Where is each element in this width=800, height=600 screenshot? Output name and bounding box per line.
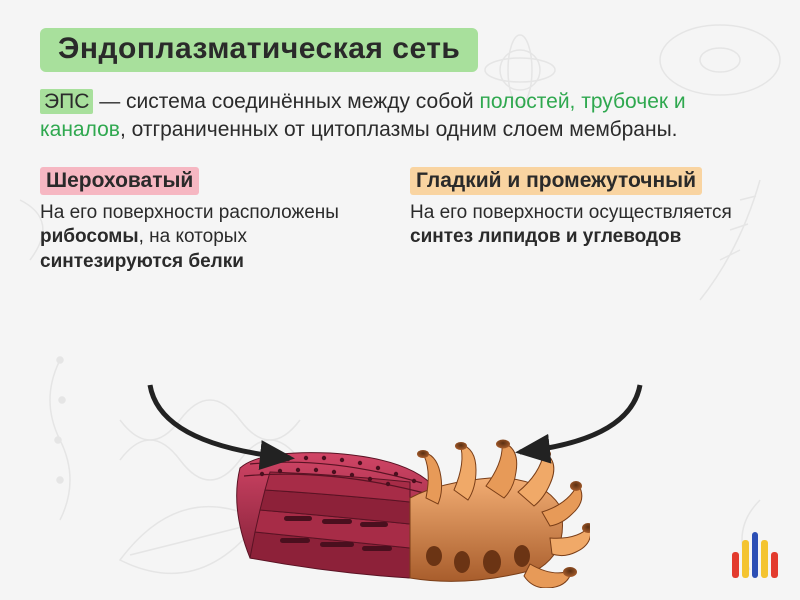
right-heading: Гладкий и промежуточный [410, 167, 702, 195]
left-paragraph: На его поверхности расположены рибосомы,… [40, 201, 390, 275]
right-column: Гладкий и промежуточный На его поверхнос… [410, 167, 760, 275]
left-column: Шероховатый На его поверхности расположе… [40, 167, 390, 275]
title-highlight: Эндоплазматическая сеть [40, 28, 478, 72]
definition-text-1: — система соединённых между собой [93, 90, 479, 113]
definition-text-2: , отграниченных от цитоплазмы одним слое… [120, 118, 678, 141]
smooth-er-icon [410, 440, 590, 589]
er-diagram [210, 428, 590, 588]
right-paragraph: На его поверхности осуществляется синтез… [410, 201, 760, 250]
rough-er-icon [237, 453, 436, 578]
page-title: Эндоплазматическая сеть [58, 32, 460, 66]
two-column-layout: Шероховатый На его поверхности расположе… [40, 167, 760, 275]
acronym-highlight: ЭПС [40, 89, 93, 114]
definition-block: ЭПС — система соединённых между собой по… [40, 88, 760, 145]
left-heading: Шероховатый [40, 167, 199, 195]
